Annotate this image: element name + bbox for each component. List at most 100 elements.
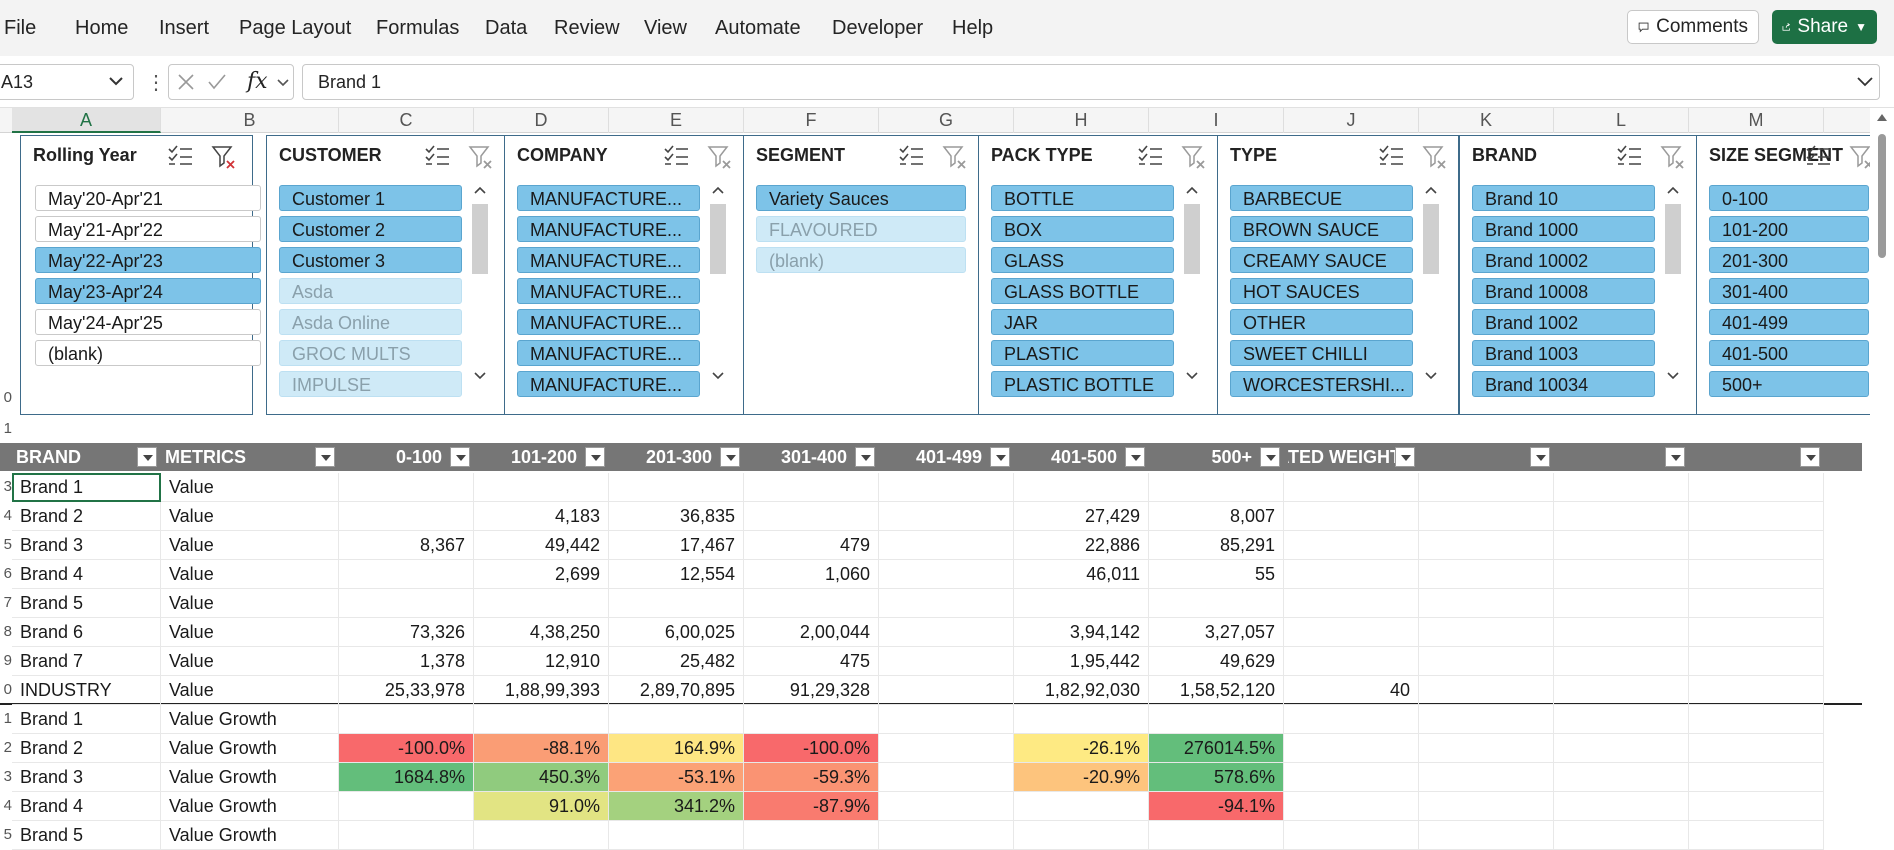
table-cell[interactable] (879, 589, 1014, 618)
slicer-scrollbar[interactable] (470, 182, 490, 395)
filter-dropdown-icon[interactable] (1800, 447, 1820, 467)
menu-automate[interactable]: Automate (715, 17, 801, 39)
slicer-item[interactable]: BROWN SAUCE (1230, 216, 1413, 242)
column-header-f[interactable]: F (744, 108, 879, 133)
table-cell[interactable]: -100.0% (744, 734, 879, 763)
slicer-item[interactable]: 101-200 (1709, 216, 1869, 242)
table-cell[interactable]: 475 (744, 647, 879, 676)
table-cell[interactable]: 85,291 (1149, 531, 1284, 560)
slicer-scrollbar[interactable] (1182, 182, 1202, 395)
slicer-item[interactable]: CREAMY SAUCE (1230, 247, 1413, 273)
table-cell[interactable]: Value (161, 647, 339, 676)
table-cell[interactable] (474, 821, 609, 850)
table-cell[interactable] (1014, 473, 1149, 502)
row-number[interactable]: 0 (3, 681, 12, 698)
slicer-item[interactable]: Customer 3 (279, 247, 462, 273)
table-cell[interactable] (1419, 589, 1554, 618)
table-cell[interactable] (1689, 821, 1824, 850)
table-cell[interactable] (339, 473, 474, 502)
filter-dropdown-icon[interactable] (585, 447, 605, 467)
row-number[interactable]: 9 (3, 652, 12, 669)
table-cell[interactable] (879, 560, 1014, 589)
table-cell[interactable] (1554, 734, 1689, 763)
table-cell[interactable]: 578.6% (1149, 763, 1284, 792)
chevron-up-icon[interactable] (1186, 186, 1198, 194)
table-cell[interactable]: Brand 4 (12, 792, 161, 821)
slicer-item[interactable]: MANUFACTURE... (517, 216, 700, 242)
menu-help[interactable]: Help (952, 17, 994, 39)
table-cell[interactable] (879, 502, 1014, 531)
table-cell[interactable]: Value (161, 618, 339, 647)
row-number[interactable]: 4 (3, 797, 12, 814)
table-cell[interactable]: Brand 2 (12, 502, 161, 531)
table-cell[interactable]: 22,886 (1014, 531, 1149, 560)
table-cell[interactable]: 49,442 (474, 531, 609, 560)
table-cell[interactable] (1554, 821, 1689, 850)
slicer-item[interactable]: May'23-Apr'24 (35, 278, 261, 304)
table-cell[interactable]: 55 (1149, 560, 1284, 589)
slicer-item[interactable]: MANUFACTURE... (517, 278, 700, 304)
table-cell[interactable]: -94.1% (1149, 792, 1284, 821)
row-number[interactable]: 4 (3, 507, 12, 524)
scroll-thumb[interactable] (1665, 204, 1681, 274)
filter-dropdown-icon[interactable] (1125, 447, 1145, 467)
slicer-item[interactable]: May'22-Apr'23 (35, 247, 261, 273)
column-header-d[interactable]: D (474, 108, 609, 133)
slicer-item[interactable]: OTHER (1230, 309, 1413, 335)
table-cell[interactable] (1689, 502, 1824, 531)
column-header-h[interactable]: H (1014, 108, 1149, 133)
slicer-item[interactable]: BOTTLE (991, 185, 1174, 211)
table-cell[interactable]: 450.3% (474, 763, 609, 792)
row-number[interactable]: 1 (3, 420, 12, 437)
slicer-scrollbar[interactable] (1421, 182, 1441, 395)
table-cell[interactable] (1284, 734, 1419, 763)
multi-select-icon[interactable] (1805, 144, 1831, 168)
chevron-up-icon[interactable] (1425, 186, 1437, 194)
clear-filter-icon[interactable] (707, 144, 733, 170)
name-box[interactable]: A13 (0, 64, 134, 100)
table-cell[interactable] (1554, 705, 1689, 734)
column-header-i[interactable]: I (1149, 108, 1284, 133)
slicer-item[interactable]: MANUFACTURE... (517, 340, 700, 366)
slicer-item[interactable]: SWEET CHILLI (1230, 340, 1413, 366)
table-cell[interactable]: Brand 6 (12, 618, 161, 647)
table-cell[interactable] (1014, 821, 1149, 850)
clear-filter-icon[interactable] (942, 144, 968, 170)
table-cell[interactable] (1554, 531, 1689, 560)
comments-button[interactable]: Comments (1627, 10, 1759, 44)
table-cell[interactable]: 91.0% (474, 792, 609, 821)
chevron-down-icon[interactable] (712, 372, 724, 380)
row-number[interactable]: 5 (3, 536, 12, 553)
table-cell[interactable] (879, 705, 1014, 734)
menu-page-layout[interactable]: Page Layout (239, 17, 352, 39)
table-cell[interactable]: -100.0% (339, 734, 474, 763)
table-cell[interactable]: -59.3% (744, 763, 879, 792)
slicer-item[interactable]: May'24-Apr'25 (35, 309, 261, 335)
table-cell[interactable]: 1,95,442 (1014, 647, 1149, 676)
column-header-e[interactable]: E (609, 108, 744, 133)
table-cell[interactable]: -20.9% (1014, 763, 1149, 792)
table-cell[interactable] (1149, 473, 1284, 502)
table-cell[interactable] (1554, 676, 1689, 705)
table-cell[interactable]: Value Growth (161, 705, 339, 734)
table-cell[interactable] (1284, 792, 1419, 821)
table-cell[interactable]: Value Growth (161, 763, 339, 792)
slicer-item[interactable]: Brand 1002 (1472, 309, 1655, 335)
slicer-item[interactable]: MANUFACTURE... (517, 309, 700, 335)
table-cell[interactable] (1419, 502, 1554, 531)
table-cell[interactable] (1014, 705, 1149, 734)
table-cell[interactable] (744, 821, 879, 850)
slicer-item[interactable]: PLASTIC (991, 340, 1174, 366)
table-cell[interactable] (879, 821, 1014, 850)
table-cell[interactable]: -53.1% (609, 763, 744, 792)
table-cell[interactable]: Value (161, 502, 339, 531)
menu-formulas[interactable]: Formulas (376, 17, 460, 39)
table-cell[interactable]: Value (161, 589, 339, 618)
table-cell[interactable]: Brand 5 (12, 589, 161, 618)
filter-dropdown-icon[interactable] (855, 447, 875, 467)
table-cell[interactable] (1689, 473, 1824, 502)
table-cell[interactable] (1689, 734, 1824, 763)
table-cell[interactable]: 2,699 (474, 560, 609, 589)
table-cell[interactable] (879, 473, 1014, 502)
table-cell[interactable] (879, 734, 1014, 763)
